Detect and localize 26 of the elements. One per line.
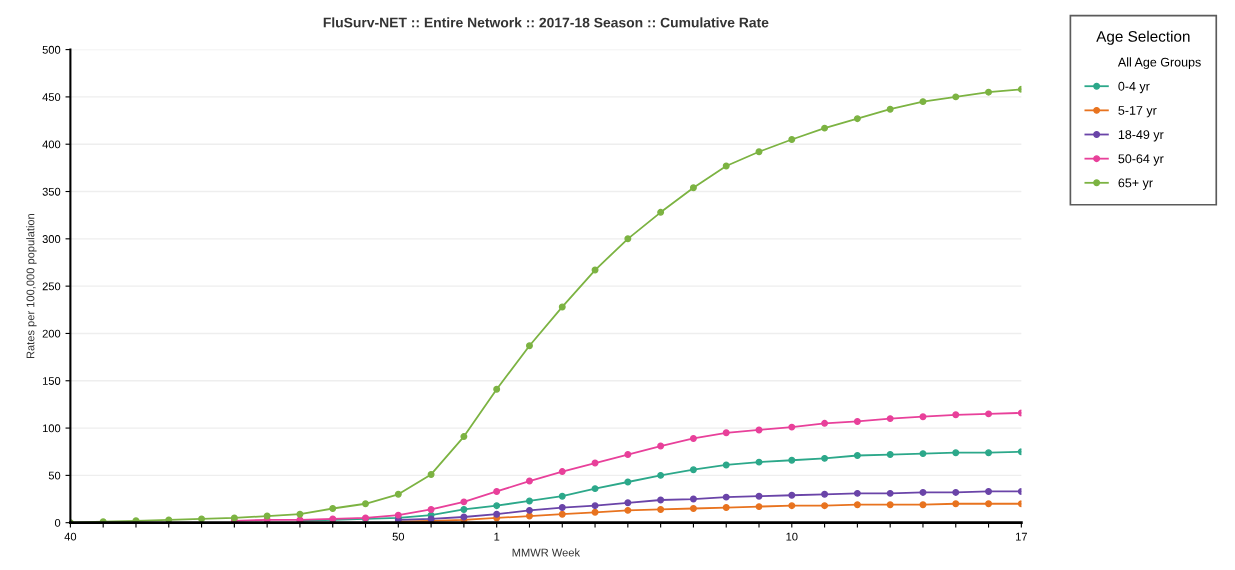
legend-label: 0-4 yr xyxy=(1118,81,1150,94)
y-tick-label: 150 xyxy=(42,377,61,385)
y-tick-label: 50 xyxy=(48,471,61,480)
y-tick-label: 250 xyxy=(42,282,61,291)
x-tick-label: 50 xyxy=(392,532,405,541)
y-tick-label: 100 xyxy=(42,424,61,433)
y-tick-label: 500 xyxy=(42,45,61,54)
chart-title: FluSurv-NET :: Entire Network :: 2017-18 Season :: Cumulative Rate xyxy=(323,17,769,28)
x-tick-label: 1 xyxy=(494,532,500,541)
legend-title: Age Selection xyxy=(1096,30,1190,45)
legend-label: 18-49 yr xyxy=(1118,130,1164,142)
legend-label: 65+ yr xyxy=(1118,178,1153,190)
x-tick-label: 17 xyxy=(1016,532,1027,541)
x-tick-label: 10 xyxy=(786,532,798,541)
legend-label: 5-17 yr xyxy=(1118,106,1157,118)
y-tick-label: 300 xyxy=(42,235,61,243)
y-tick-label: 200 xyxy=(42,329,61,338)
y-tick-label: 400 xyxy=(42,140,61,149)
y-axis-title: Rates per 100,000 population xyxy=(26,213,37,359)
legend-label: 50-64 yr xyxy=(1118,154,1164,166)
x-axis-title: MMWR Week xyxy=(512,548,581,557)
text: All Age Groups xyxy=(1117,57,1201,70)
x-tick-label: 40 xyxy=(64,532,77,541)
y-tick-label: 450 xyxy=(42,93,61,102)
y-tick-label: 0 xyxy=(54,518,61,527)
y-tick-label: 350 xyxy=(42,187,61,196)
